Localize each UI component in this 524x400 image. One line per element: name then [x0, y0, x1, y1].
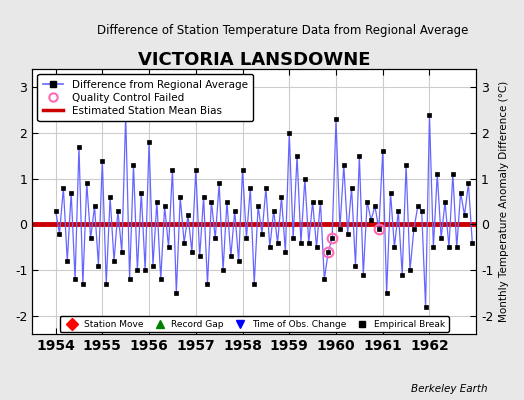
Legend: Station Move, Record Gap, Time of Obs. Change, Empirical Break: Station Move, Record Gap, Time of Obs. C…: [60, 316, 449, 332]
Y-axis label: Monthly Temperature Anomaly Difference (°C): Monthly Temperature Anomaly Difference (…: [499, 81, 509, 322]
Text: Difference of Station Temperature Data from Regional Average: Difference of Station Temperature Data f…: [97, 24, 468, 37]
Title: VICTORIA LANSDOWNE: VICTORIA LANSDOWNE: [138, 51, 370, 69]
Text: Berkeley Earth: Berkeley Earth: [411, 384, 487, 394]
